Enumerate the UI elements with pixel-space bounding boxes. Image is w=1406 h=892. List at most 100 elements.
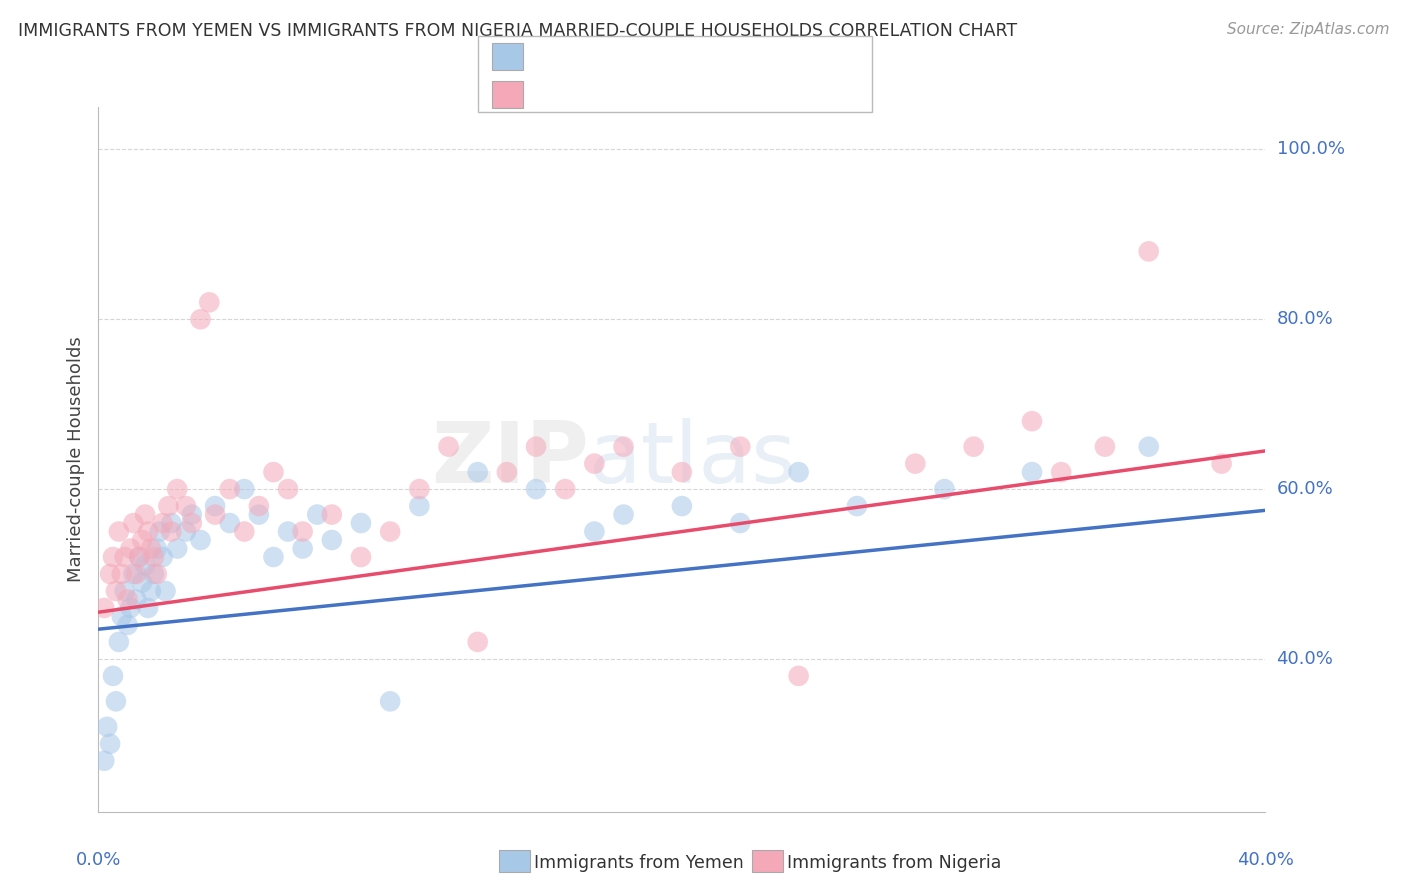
Point (730, 516, 752, 530)
Point (180, 516, 202, 530)
Point (139, 541, 162, 556)
Point (142, 566, 165, 581)
Point (262, 465, 284, 479)
Point (198, 295, 221, 310)
Point (583, 524, 606, 539)
Point (277, 524, 299, 539)
Point (671, 499, 693, 513)
Point (1137, 244, 1160, 259)
Point (247, 499, 270, 513)
Point (93, 601, 115, 615)
Point (612, 508, 634, 522)
Point (1137, 440, 1160, 454)
Text: Immigrants from Nigeria: Immigrants from Nigeria (787, 855, 1001, 872)
Point (350, 516, 373, 530)
Point (321, 533, 343, 547)
Point (142, 549, 165, 564)
Point (111, 566, 134, 581)
Point (180, 508, 202, 522)
Point (120, 601, 142, 615)
Point (1094, 440, 1116, 454)
Point (380, 694, 402, 708)
Point (117, 618, 139, 632)
Point (496, 465, 519, 479)
Point (131, 575, 153, 590)
Point (204, 499, 226, 513)
Point (104, 584, 127, 599)
Point (128, 549, 150, 564)
Point (277, 482, 299, 496)
Point (787, 669, 810, 683)
Point (1050, 465, 1073, 479)
Point (787, 465, 810, 479)
Text: R = 0.233   N = 54: R = 0.233 N = 54 (534, 86, 720, 104)
Point (291, 541, 314, 556)
Point (846, 499, 869, 513)
Point (114, 584, 136, 599)
Point (218, 516, 240, 530)
Point (204, 508, 226, 522)
Point (190, 312, 212, 326)
Text: R = 0.321   N = 50: R = 0.321 N = 50 (534, 49, 720, 68)
Point (131, 533, 153, 547)
Point (262, 549, 284, 564)
Point (612, 440, 634, 454)
Text: Immigrants from Yemen: Immigrants from Yemen (534, 855, 744, 872)
Point (166, 482, 188, 496)
Point (1211, 457, 1233, 471)
Point (408, 482, 430, 496)
Point (117, 592, 139, 607)
Point (174, 524, 197, 539)
Point (108, 524, 131, 539)
Point (437, 440, 460, 454)
Point (101, 669, 124, 683)
Point (152, 516, 174, 530)
Point (1021, 465, 1043, 479)
Point (962, 440, 984, 454)
Point (146, 566, 169, 581)
Point (98, 566, 121, 581)
Text: IMMIGRANTS FROM YEMEN VS IMMIGRANTS FROM NIGERIA MARRIED-COUPLE HOUSEHOLDS CORRE: IMMIGRANTS FROM YEMEN VS IMMIGRANTS FROM… (18, 22, 1018, 40)
Point (93, 754, 115, 768)
Text: 60.0%: 60.0% (1277, 480, 1333, 498)
Point (157, 499, 180, 513)
Point (120, 541, 142, 556)
Point (149, 524, 172, 539)
Point (554, 482, 576, 496)
Text: 40.0%: 40.0% (1277, 650, 1333, 668)
Point (98, 737, 121, 751)
Text: ZIP: ZIP (430, 417, 589, 501)
Point (160, 516, 183, 530)
Point (122, 516, 145, 530)
Point (122, 566, 145, 581)
Point (152, 549, 174, 564)
Point (134, 508, 156, 522)
Point (111, 609, 134, 624)
Point (350, 549, 373, 564)
Point (160, 524, 183, 539)
Point (934, 482, 956, 496)
Point (247, 508, 270, 522)
Point (146, 541, 169, 556)
Text: 100.0%: 100.0% (1277, 141, 1344, 159)
Point (218, 482, 240, 496)
Point (114, 549, 136, 564)
Point (524, 440, 547, 454)
Point (96, 720, 118, 734)
Text: Source: ZipAtlas.com: Source: ZipAtlas.com (1226, 22, 1389, 37)
Point (291, 524, 314, 539)
Point (904, 457, 927, 471)
Text: 40.0%: 40.0% (1237, 851, 1294, 869)
Point (125, 592, 148, 607)
Point (125, 566, 148, 581)
Text: 80.0%: 80.0% (1277, 310, 1333, 328)
Point (190, 533, 212, 547)
Point (671, 465, 693, 479)
Point (233, 482, 256, 496)
Point (583, 457, 606, 471)
Point (128, 549, 150, 564)
Point (166, 541, 188, 556)
Point (139, 584, 162, 599)
Point (174, 499, 197, 513)
Point (321, 508, 343, 522)
